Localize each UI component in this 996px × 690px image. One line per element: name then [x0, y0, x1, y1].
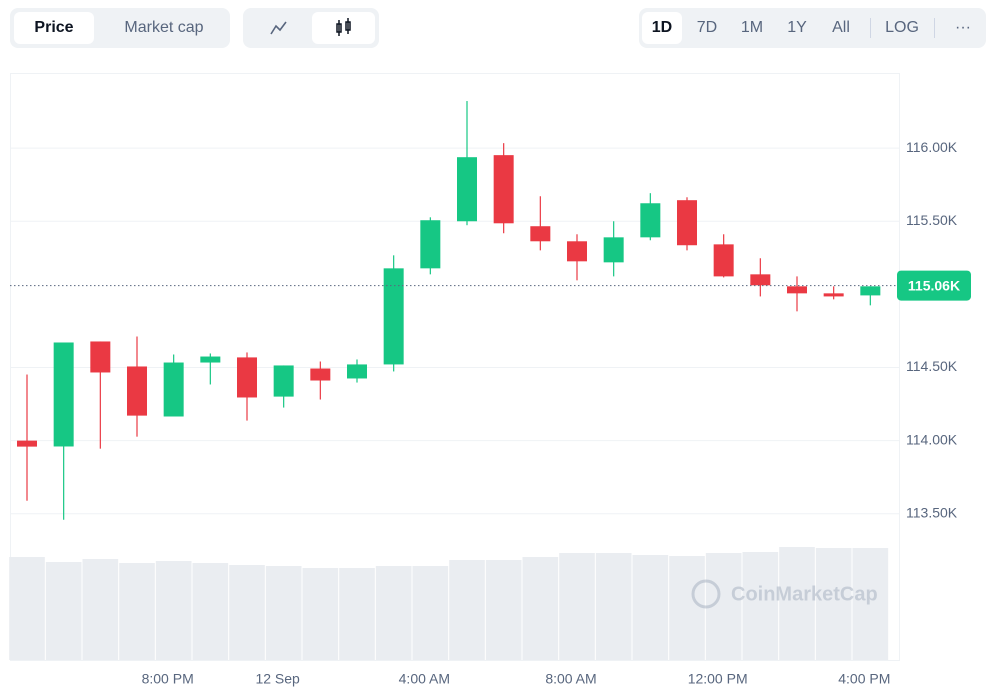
icon: [336, 18, 351, 36]
candle-body: [200, 356, 221, 363]
candle-body: [640, 203, 661, 238]
candle-body: [457, 157, 477, 222]
line-chart-button[interactable]: [247, 12, 309, 44]
volume-bar: [522, 557, 559, 660]
y-tick-label: 113.50K: [906, 504, 958, 520]
more-button[interactable]: ···: [955, 19, 971, 36]
volume-bar: [412, 566, 449, 660]
chart-type-tabs: [243, 8, 379, 48]
volume-bar: [265, 566, 302, 660]
y-tick-label: 114.50K: [906, 358, 958, 374]
volume-bar: [742, 552, 779, 660]
tab[interactable]: Price: [14, 12, 94, 44]
volume-bar: [339, 568, 375, 660]
volume-bar: [119, 563, 155, 660]
volume-bar: [375, 566, 412, 660]
y-tick-label: 114.00K: [906, 431, 958, 447]
icon: [270, 21, 287, 35]
volume-bar: [779, 547, 815, 660]
metric-tabs: Price Market cap: [10, 8, 230, 48]
x-tick-label: 4:00 AM: [399, 671, 450, 687]
volume-bar: [669, 556, 705, 660]
x-tick-label: 8:00 AM: [545, 671, 596, 687]
range-button[interactable]: 1Y: [787, 19, 807, 36]
range-button[interactable]: All: [832, 19, 850, 36]
candle-body: [90, 341, 111, 373]
volume-bar: [559, 553, 595, 660]
candle-body: [163, 362, 184, 417]
candle-body: [677, 200, 697, 246]
log-button[interactable]: LOG: [885, 19, 919, 36]
volume-bar: [449, 560, 485, 660]
volume-bar: [852, 548, 889, 660]
candle-body: [273, 365, 294, 397]
candle-body: [310, 368, 331, 381]
volume-bar: [815, 548, 852, 660]
candle-body: [493, 155, 514, 224]
volume-bar: [632, 555, 669, 660]
separator: [870, 18, 871, 38]
tab[interactable]: Market cap: [124, 19, 204, 36]
candle-body: [823, 293, 844, 297]
range-button[interactable]: 7D: [696, 19, 718, 36]
candle-body: [713, 244, 734, 277]
volume-bar: [9, 557, 45, 660]
x-tick-label: 8:00 PM: [142, 671, 194, 687]
label-layer: 113.50K 114.00K 114.50K 115.50K 116.00K 8:00 …: [142, 139, 971, 687]
candle-body: [53, 342, 74, 447]
current-price-badge: [897, 270, 971, 301]
volume-bar: [302, 568, 339, 660]
watermark-text: CoinMarketCap: [731, 583, 878, 605]
candle-body: [860, 286, 881, 296]
candle-body: [347, 364, 367, 379]
candle-chart-button[interactable]: [312, 12, 375, 44]
separator: [934, 18, 935, 38]
candle-body: [750, 274, 771, 286]
range-button[interactable]: 1M: [740, 19, 764, 36]
volume-bar: [192, 563, 229, 660]
candle-body: [567, 241, 587, 262]
candle-body: [17, 440, 37, 447]
candle-layer: [10, 101, 900, 520]
candle-body: [603, 237, 624, 263]
x-tick-label: 4:00 PM: [838, 671, 890, 687]
x-tick-label: 12 Sep: [255, 671, 300, 687]
y-tick-label: 116.00K: [906, 139, 958, 155]
candle-body: [420, 220, 441, 269]
candle-body: [127, 366, 147, 416]
volume-bar: [229, 565, 265, 660]
candle-body: [237, 357, 257, 398]
volume-bar: [155, 561, 192, 660]
volume-bar: [82, 559, 119, 660]
candle-body: [787, 286, 807, 294]
volume-layer: [9, 547, 889, 660]
x-tick-label: 12:00 PM: [688, 671, 748, 687]
y-tick-label: 115.50K: [906, 212, 958, 228]
current-price-label: 115.06K: [908, 277, 960, 293]
watermark: CoinMarketCap: [691, 579, 878, 609]
volume-bar: [485, 560, 522, 660]
candle-body: [383, 268, 404, 365]
range-button[interactable]: 1D: [642, 12, 682, 44]
candle-body: [530, 226, 551, 242]
volume-bar: [595, 553, 632, 660]
range-tabs: 1D 7D 1M 1Y All LOG ···: [639, 8, 986, 48]
grid-layer: [10, 147, 900, 515]
watermark-logo: [691, 579, 721, 609]
volume-bar: [45, 562, 82, 660]
